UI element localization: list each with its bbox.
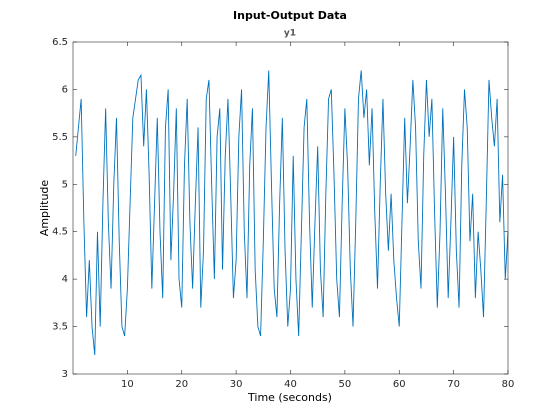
- y-tick-label: 6: [62, 84, 68, 95]
- x-axis-label: Time (seconds): [247, 391, 332, 404]
- y-tick-label: 6.5: [52, 37, 68, 48]
- axes-box: [72, 41, 509, 375]
- x-tick-label: 10: [121, 379, 134, 390]
- y-axis-label: Amplitude: [38, 180, 51, 237]
- y-tick-label: 3.5: [52, 322, 68, 333]
- x-tick-label: 60: [393, 379, 406, 390]
- x-tick-label: 80: [502, 379, 515, 390]
- data-line: [75, 70, 509, 356]
- x-tick-label: 50: [339, 379, 352, 390]
- chart-subtitle: y1: [284, 29, 296, 39]
- y-tick-label: 5.5: [52, 132, 68, 143]
- x-tick-label: 20: [175, 379, 188, 390]
- y-tick-label: 3: [62, 369, 68, 380]
- x-tick-label: 30: [230, 379, 243, 390]
- y-tick-label: 4.5: [52, 227, 68, 238]
- y-tick-label: 4: [62, 274, 68, 285]
- y-tick-label: 5: [62, 179, 68, 190]
- chart-title: Input-Output Data: [233, 9, 347, 22]
- x-tick-label: 40: [284, 379, 297, 390]
- x-tick-label: 70: [447, 379, 460, 390]
